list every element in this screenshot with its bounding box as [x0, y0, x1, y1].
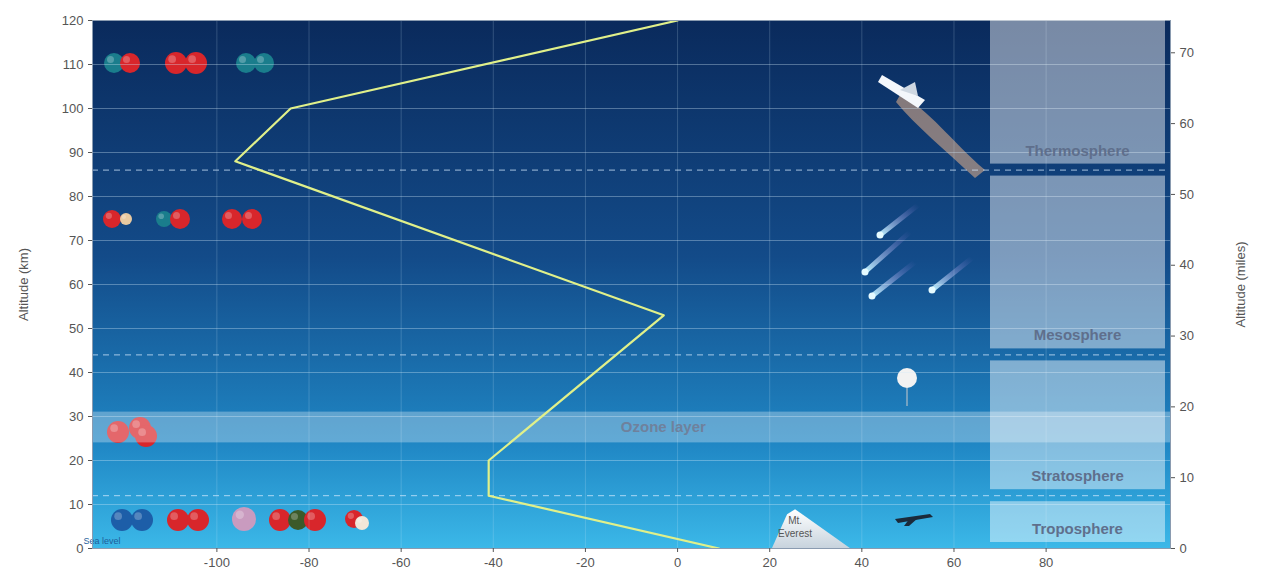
svg-text:80: 80	[69, 189, 83, 204]
svg-text:10: 10	[1180, 470, 1194, 485]
svg-text:-80: -80	[300, 555, 319, 570]
svg-text:-60: -60	[392, 555, 411, 570]
svg-text:50: 50	[69, 321, 83, 336]
svg-text:0: 0	[1180, 541, 1187, 556]
svg-text:40: 40	[69, 365, 83, 380]
svg-text:70: 70	[69, 233, 83, 248]
svg-text:120: 120	[62, 13, 84, 28]
svg-text:Altitude (km): Altitude (km)	[16, 248, 31, 321]
svg-text:110: 110	[63, 57, 84, 72]
svg-text:100: 100	[62, 101, 84, 116]
svg-text:-20: -20	[576, 555, 595, 570]
svg-text:50: 50	[1180, 187, 1194, 202]
svg-text:80: 80	[1039, 555, 1053, 570]
svg-text:30: 30	[69, 409, 83, 424]
svg-text:Mesosphere: Mesosphere	[1034, 326, 1122, 343]
svg-text:Thermosphere: Thermosphere	[1025, 142, 1129, 159]
svg-text:40: 40	[1180, 257, 1194, 272]
svg-text:Ozone layer: Ozone layer	[621, 418, 706, 435]
svg-text:30: 30	[1180, 328, 1194, 343]
svg-text:20: 20	[1180, 399, 1194, 414]
svg-text:Stratosphere: Stratosphere	[1031, 467, 1124, 484]
svg-text:20: 20	[762, 555, 776, 570]
svg-text:60: 60	[69, 277, 83, 292]
svg-text:-100: -100	[204, 555, 230, 570]
svg-text:60: 60	[947, 555, 961, 570]
svg-text:90: 90	[69, 145, 83, 160]
svg-text:0: 0	[76, 541, 83, 556]
svg-text:0: 0	[674, 555, 681, 570]
svg-text:Troposphere: Troposphere	[1032, 520, 1123, 537]
svg-text:20: 20	[69, 453, 83, 468]
svg-text:70: 70	[1180, 45, 1194, 60]
svg-text:Altitude (miles): Altitude (miles)	[1233, 242, 1248, 328]
svg-text:-40: -40	[484, 555, 503, 570]
svg-text:60: 60	[1180, 116, 1194, 131]
svg-text:Mt.Everest: Mt.Everest	[778, 515, 812, 539]
svg-text:40: 40	[855, 555, 869, 570]
svg-text:Sea level: Sea level	[83, 536, 120, 546]
svg-text:10: 10	[69, 497, 83, 512]
